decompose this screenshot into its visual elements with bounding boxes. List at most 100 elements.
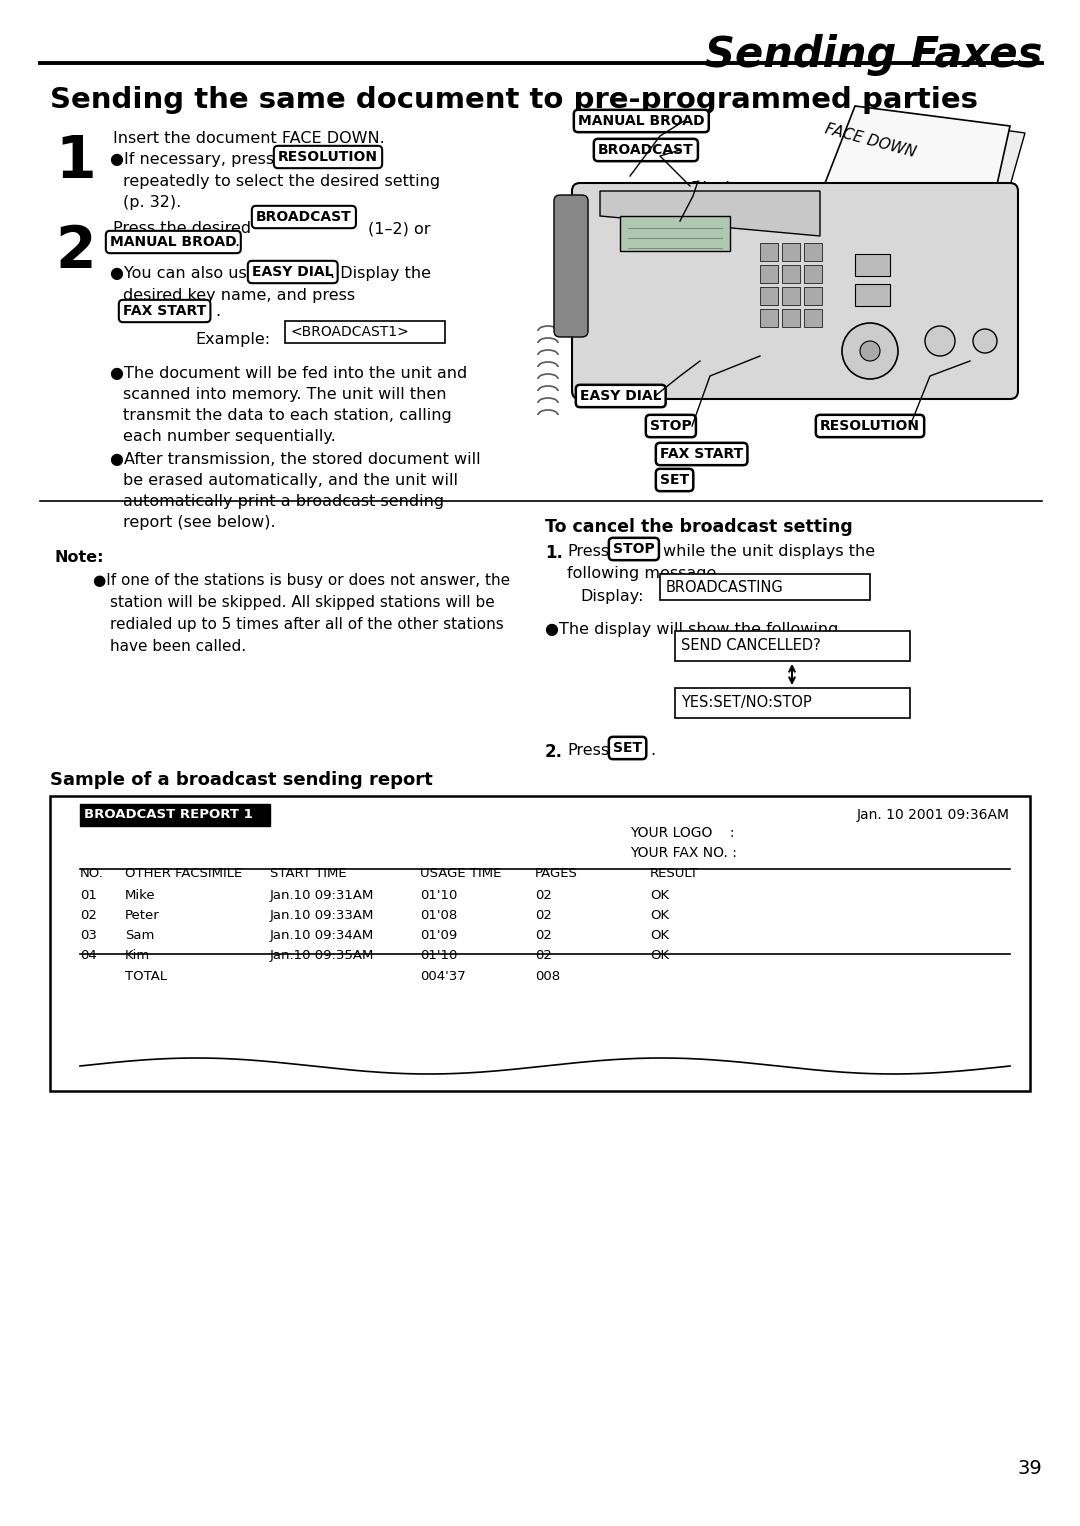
Text: BROADCASTING: BROADCASTING xyxy=(666,580,784,595)
Polygon shape xyxy=(835,111,1025,221)
Text: scanned into memory. The unit will then: scanned into memory. The unit will then xyxy=(123,388,446,401)
Text: OK: OK xyxy=(650,890,670,902)
Text: <BROADCAST1>: <BROADCAST1> xyxy=(291,325,409,339)
Text: RESULT: RESULT xyxy=(650,867,699,881)
Text: Sample of a broadcast sending report: Sample of a broadcast sending report xyxy=(50,771,433,789)
Bar xyxy=(285,320,445,343)
Circle shape xyxy=(860,340,880,362)
Text: START TIME: START TIME xyxy=(270,867,347,881)
Text: each number sequentially.: each number sequentially. xyxy=(123,429,336,444)
Bar xyxy=(80,804,270,826)
Text: ●After transmission, the stored document will: ●After transmission, the stored document… xyxy=(110,452,481,467)
Text: STOP: STOP xyxy=(613,542,654,555)
Text: OK: OK xyxy=(650,929,670,942)
Text: (1–2) or: (1–2) or xyxy=(368,221,431,237)
Text: STOP: STOP xyxy=(650,420,692,433)
Bar xyxy=(782,266,800,282)
Bar xyxy=(675,630,910,661)
Text: 004'37: 004'37 xyxy=(420,971,465,983)
Text: 04: 04 xyxy=(80,949,97,961)
Text: .: . xyxy=(215,304,220,319)
Text: 01'10: 01'10 xyxy=(420,949,457,961)
Bar xyxy=(855,284,890,307)
FancyBboxPatch shape xyxy=(554,195,588,337)
Text: .: . xyxy=(234,235,239,249)
Text: Press: Press xyxy=(567,743,609,758)
Text: OTHER FACSIMILE: OTHER FACSIMILE xyxy=(125,867,242,881)
Text: SET: SET xyxy=(613,742,643,755)
Text: 1: 1 xyxy=(55,133,96,191)
Text: 02: 02 xyxy=(80,909,97,922)
Text: FAX START: FAX START xyxy=(123,304,206,317)
Text: while the unit displays the: while the unit displays the xyxy=(663,543,875,559)
Text: BROADCAST: BROADCAST xyxy=(598,143,693,157)
Text: YOUR LOGO    :: YOUR LOGO : xyxy=(630,826,734,839)
Text: TOTAL: TOTAL xyxy=(125,971,167,983)
Text: PAGES: PAGES xyxy=(535,867,578,881)
Text: Mike: Mike xyxy=(125,890,156,902)
Bar xyxy=(782,287,800,305)
Text: Peter: Peter xyxy=(125,909,160,922)
Text: OK: OK xyxy=(650,909,670,922)
Text: 02: 02 xyxy=(535,949,552,961)
Text: 01'08: 01'08 xyxy=(420,909,457,922)
Text: 02: 02 xyxy=(535,929,552,942)
Text: Jan.10 09:31AM: Jan.10 09:31AM xyxy=(270,890,375,902)
Text: Jan.10 09:33AM: Jan.10 09:33AM xyxy=(270,909,375,922)
Text: MANUAL BROAD: MANUAL BROAD xyxy=(578,114,704,128)
Text: be erased automatically, and the unit will: be erased automatically, and the unit wi… xyxy=(123,473,458,488)
Circle shape xyxy=(924,327,955,356)
Circle shape xyxy=(842,324,897,378)
Text: Kim: Kim xyxy=(125,949,150,961)
Bar xyxy=(804,308,822,327)
Text: SEND CANCELLED?: SEND CANCELLED? xyxy=(681,638,821,653)
Text: 02: 02 xyxy=(535,890,552,902)
Polygon shape xyxy=(820,105,1010,217)
Text: Press the desired: Press the desired xyxy=(113,221,252,237)
Text: 39: 39 xyxy=(1017,1459,1042,1479)
Text: Display:: Display: xyxy=(580,589,644,604)
Text: station will be skipped. All skipped stations will be: station will be skipped. All skipped sta… xyxy=(110,595,495,610)
Bar xyxy=(782,308,800,327)
Text: ●If one of the stations is busy or does not answer, the: ●If one of the stations is busy or does … xyxy=(93,572,510,588)
Text: EASY DIAL: EASY DIAL xyxy=(252,266,334,279)
FancyBboxPatch shape xyxy=(572,183,1018,398)
Text: transmit the data to each station, calling: transmit the data to each station, calli… xyxy=(123,407,451,423)
Text: report (see below).: report (see below). xyxy=(123,514,275,530)
Text: NO.: NO. xyxy=(80,867,104,881)
Text: FACE DOWN: FACE DOWN xyxy=(823,122,917,160)
Text: SET: SET xyxy=(660,473,689,487)
Bar xyxy=(760,287,778,305)
Text: ●The document will be fed into the unit and: ●The document will be fed into the unit … xyxy=(110,366,468,382)
Text: (p. 32).: (p. 32). xyxy=(123,195,181,211)
Text: EASY DIAL: EASY DIAL xyxy=(580,389,661,403)
Text: 01: 01 xyxy=(80,890,97,902)
Text: To cancel the broadcast setting: To cancel the broadcast setting xyxy=(545,517,853,536)
Text: automatically print a broadcast sending: automatically print a broadcast sending xyxy=(123,494,444,510)
Text: Sending Faxes: Sending Faxes xyxy=(704,34,1042,76)
Text: following message.: following message. xyxy=(567,566,721,581)
Text: 01'09: 01'09 xyxy=(420,929,457,942)
Polygon shape xyxy=(600,191,820,237)
Text: 2.: 2. xyxy=(545,743,563,761)
Text: ●If necessary, press: ●If necessary, press xyxy=(110,153,274,166)
Text: MANUAL BROAD: MANUAL BROAD xyxy=(110,235,237,249)
Text: Sam: Sam xyxy=(125,929,154,942)
Bar xyxy=(660,574,870,600)
Text: . Display the: . Display the xyxy=(330,266,431,281)
Text: RESOLUTION: RESOLUTION xyxy=(820,420,920,433)
Bar xyxy=(760,243,778,261)
Text: Jan.10 09:35AM: Jan.10 09:35AM xyxy=(270,949,375,961)
Text: 1.: 1. xyxy=(545,543,563,562)
Text: Press: Press xyxy=(567,543,609,559)
Bar xyxy=(675,688,910,719)
Bar xyxy=(804,266,822,282)
Bar xyxy=(50,797,1030,1091)
Bar xyxy=(760,266,778,282)
Text: ●You can also use: ●You can also use xyxy=(110,266,257,281)
Text: Note:: Note: xyxy=(55,549,105,565)
Text: Display: Display xyxy=(690,182,750,195)
Text: have been called.: have been called. xyxy=(110,639,246,655)
Text: Jan. 10 2001 09:36AM: Jan. 10 2001 09:36AM xyxy=(858,807,1010,823)
Text: ●The display will show the following.: ●The display will show the following. xyxy=(545,623,843,636)
